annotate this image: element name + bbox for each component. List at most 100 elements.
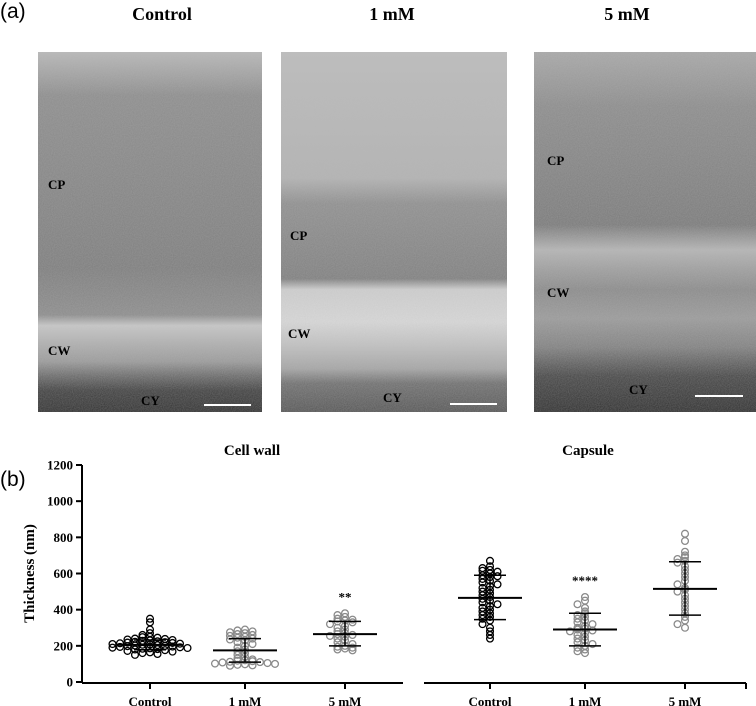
data-point	[233, 650, 242, 659]
data-point	[123, 642, 132, 651]
data-point	[680, 529, 690, 538]
data-point	[348, 643, 357, 652]
label-cy-control: CY	[141, 393, 160, 408]
data-point	[680, 547, 690, 556]
data-point	[673, 580, 682, 589]
data-point	[580, 649, 590, 658]
x-tick-label: Control	[128, 694, 171, 706]
data-point	[333, 634, 342, 643]
data-point	[493, 600, 502, 609]
data-point	[573, 600, 582, 609]
label-cw-control: CW	[48, 343, 71, 358]
data-point	[115, 639, 125, 648]
data-point	[168, 642, 177, 651]
data-point	[673, 558, 682, 567]
subplot-title: Capsule	[562, 443, 614, 459]
data-point	[680, 553, 690, 562]
data-point	[225, 635, 235, 644]
data-point	[233, 630, 242, 639]
label-cy-1mm: CY	[383, 390, 402, 405]
x-tick-label: 1 mM	[229, 694, 262, 706]
data-point	[270, 659, 280, 668]
data-point	[263, 658, 272, 668]
y-tick-label: 200	[54, 638, 74, 653]
data-point	[565, 627, 575, 636]
data-point	[478, 614, 487, 623]
data-point	[183, 643, 192, 653]
y-tick-label: 1200	[47, 458, 73, 473]
label-cp-5mm: CP	[547, 153, 565, 168]
data-point	[478, 566, 487, 575]
label-cp-control: CP	[48, 177, 66, 192]
scale-bar-5mm	[695, 395, 743, 397]
micrograph-control	[38, 52, 262, 412]
label-cw-1mm: CW	[288, 326, 311, 341]
data-point	[348, 646, 357, 655]
scale-bar-control	[204, 404, 251, 406]
data-point	[348, 618, 357, 627]
x-tick-label: Control	[468, 694, 511, 706]
label-cp-1mm: CP	[290, 228, 308, 243]
data-point	[210, 659, 220, 668]
data-point	[680, 623, 690, 632]
significance-marker: ****	[572, 573, 598, 588]
y-axis-label: Thickness (nm)	[22, 524, 38, 623]
data-point	[233, 633, 242, 642]
y-tick-label: 0	[67, 675, 74, 690]
data-point	[123, 646, 132, 655]
data-point	[123, 638, 132, 647]
thickness-chart: 0 200 400 600 800 1000 1200 Thickness (nm) Cell …	[22, 443, 747, 706]
panel-b-label: (b)	[0, 468, 26, 491]
x-tick-label: 5 mM	[669, 694, 702, 706]
data-point	[588, 639, 597, 649]
data-point	[493, 572, 502, 581]
data-point	[485, 630, 495, 640]
label-cy-5mm: CY	[629, 382, 648, 397]
data-point	[485, 634, 495, 643]
micrograph-5mm	[534, 52, 756, 412]
data-point	[145, 614, 155, 623]
data-point	[218, 658, 227, 667]
data-point	[478, 598, 487, 607]
data-point	[108, 639, 117, 649]
data-point	[168, 638, 177, 647]
data-point	[248, 657, 257, 666]
data-point	[573, 614, 582, 623]
data-point	[130, 650, 140, 659]
column-title-1mm: 1 mM	[369, 4, 415, 24]
data-point	[325, 631, 335, 640]
data-point	[573, 643, 582, 652]
data-point	[580, 603, 590, 612]
label-cw-5mm: CW	[547, 285, 570, 300]
y-tick-label: 1000	[47, 494, 73, 509]
y-tick-label: 800	[54, 530, 74, 545]
data-point	[478, 578, 487, 587]
x-tick-label: 1 mM	[569, 694, 602, 706]
data-point	[485, 556, 495, 565]
subplot-title: Cell wall	[224, 443, 280, 459]
data-point	[573, 647, 582, 656]
data-point	[108, 643, 117, 652]
scale-bar-1mm	[450, 403, 497, 405]
data-point	[233, 656, 242, 665]
x-tick-label: 5 mM	[329, 694, 362, 706]
data-point	[580, 592, 590, 602]
data-point	[248, 639, 257, 649]
y-tick-label: 600	[54, 566, 74, 581]
significance-marker: **	[339, 589, 352, 604]
y-tick-label: 400	[54, 602, 74, 617]
column-title-5mm: 5 mM	[604, 4, 650, 24]
data-point	[175, 643, 185, 652]
data-point	[333, 642, 342, 651]
column-title-control: Control	[132, 4, 192, 24]
data-point	[493, 580, 502, 589]
data-point	[573, 634, 582, 643]
data-point	[115, 642, 125, 651]
micrograph-1mm	[281, 52, 507, 412]
data-point	[153, 649, 162, 659]
data-point	[680, 536, 690, 545]
panel-a-label: (a)	[0, 0, 26, 23]
data-point	[673, 620, 682, 629]
data-point	[175, 639, 185, 648]
data-point	[168, 647, 177, 656]
